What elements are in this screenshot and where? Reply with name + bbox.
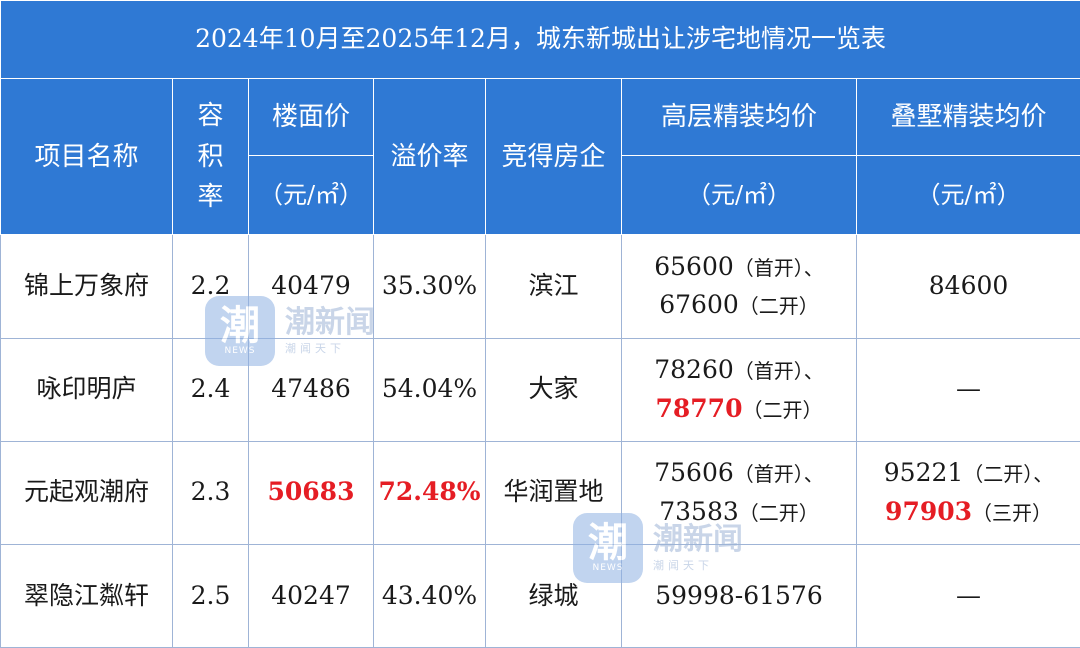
cell-developer: 华润置地: [485, 440, 622, 545]
price-phase: （二开）: [742, 397, 823, 422]
cell-highrise-line: 75606（首开）、: [622, 454, 856, 493]
price-value: 97903: [885, 496, 973, 526]
cell-highrise: 78260（首开）、 78770（二开）: [621, 337, 857, 442]
price-phase: （二开）: [738, 294, 819, 319]
cell-name: 元起观潮府: [0, 440, 173, 545]
cell-highrise-line: 73583（二开）: [622, 493, 856, 532]
price-value: 59998-61576: [655, 580, 823, 610]
cell-highrise-line: 65600（首开）、: [622, 248, 856, 287]
price-phase: （首开）、: [733, 255, 824, 280]
price-phase: （三开）: [972, 500, 1053, 525]
cell-floor-price: 47486: [248, 337, 374, 442]
cell-villa: —: [855, 543, 1080, 648]
cell-name: 咏印明庐: [0, 337, 173, 442]
cell-far: 2.2: [172, 234, 249, 339]
cell-highrise-line: 78770（二开）: [622, 390, 856, 429]
header-villa: 叠墅精装均价: [855, 78, 1080, 157]
header-highrise: 高层精装均价: [621, 78, 857, 157]
price-value: 65600: [654, 251, 734, 281]
cell-far: 2.5: [172, 543, 249, 648]
cell-premium: 72.48%: [373, 440, 486, 545]
header-premium: 溢价率: [373, 78, 486, 236]
price-value: 67600: [659, 290, 739, 320]
price-phase: （首开）、: [733, 462, 824, 486]
cell-villa-line: 95221（二开）、: [857, 454, 1080, 493]
cell-highrise-line: 67600（二开）: [622, 286, 856, 325]
table-title: 2024年10月至2025年12月，城东新城出让涉宅地情况一览表: [0, 0, 1080, 80]
header-villa-unit: （元/㎡）: [855, 155, 1080, 236]
cell-villa-line: —: [857, 577, 1080, 616]
price-value: 78770: [655, 393, 743, 423]
cell-premium: 43.40%: [373, 543, 486, 648]
price-phase: （二开）、: [963, 462, 1054, 486]
cell-name: 翠隐江粼轩: [0, 543, 173, 648]
cell-premium: 35.30%: [373, 234, 486, 339]
cell-floor-price: 40479: [248, 234, 374, 339]
price-phase: （二开）: [738, 500, 819, 525]
price-phase: （首开）、: [733, 358, 824, 383]
header-highrise-unit: （元/㎡）: [621, 155, 857, 236]
table-row: 元起观潮府 2.3 50683 72.48% 华润置地 75606（首开）、 73583（二…: [0, 440, 1080, 545]
price-value: —: [956, 374, 982, 404]
header-floor-price-unit: （元/㎡）: [248, 155, 374, 236]
cell-developer: 绿城: [485, 543, 622, 648]
cell-highrise: 59998-61576: [621, 543, 857, 648]
cell-villa: 84600: [855, 234, 1080, 339]
cell-villa-line: 97903（三开）: [857, 493, 1080, 532]
table-row: 锦上万象府 2.2 40479 35.30% 滨江 65600（首开）、 67600（二开）…: [0, 234, 1080, 339]
cell-far: 2.4: [172, 337, 249, 442]
cell-floor-price: 40247: [248, 543, 374, 648]
cell-villa-line: —: [857, 370, 1080, 409]
price-value: 95221: [883, 458, 964, 487]
header-name: 项目名称: [0, 78, 173, 236]
price-value: 73583: [659, 496, 739, 526]
cell-name: 锦上万象府: [0, 234, 173, 339]
price-value: 78260: [654, 354, 734, 384]
header-developer: 竞得房企: [485, 78, 622, 236]
cell-villa: 95221（二开）、 97903（三开）: [855, 440, 1080, 545]
header-floor-price: 楼面价: [248, 78, 374, 157]
cell-highrise: 65600（首开）、 67600（二开）: [621, 234, 857, 339]
cell-floor-price: 50683: [248, 440, 374, 545]
cell-highrise-line: 59998-61576: [622, 577, 856, 616]
cell-villa: —: [855, 337, 1080, 442]
cell-highrise-line: 78260（首开）、: [622, 351, 856, 390]
price-value: —: [956, 580, 982, 610]
header-far: 容积率: [172, 78, 249, 236]
cell-highrise: 75606（首开）、 73583（二开）: [621, 440, 857, 545]
table-row: 咏印明庐 2.4 47486 54.04% 大家 78260（首开）、 78770（二开） —: [0, 337, 1080, 442]
cell-developer: 滨江: [485, 234, 622, 339]
table-row: 翠隐江粼轩 2.5 40247 43.40% 绿城 59998-61576 —: [0, 543, 1080, 648]
cell-premium: 54.04%: [373, 337, 486, 442]
cell-far: 2.3: [172, 440, 249, 545]
cell-villa-line: 84600: [857, 267, 1080, 306]
price-value: 75606: [654, 458, 734, 487]
price-value: 84600: [928, 271, 1009, 301]
cell-developer: 大家: [485, 337, 622, 442]
